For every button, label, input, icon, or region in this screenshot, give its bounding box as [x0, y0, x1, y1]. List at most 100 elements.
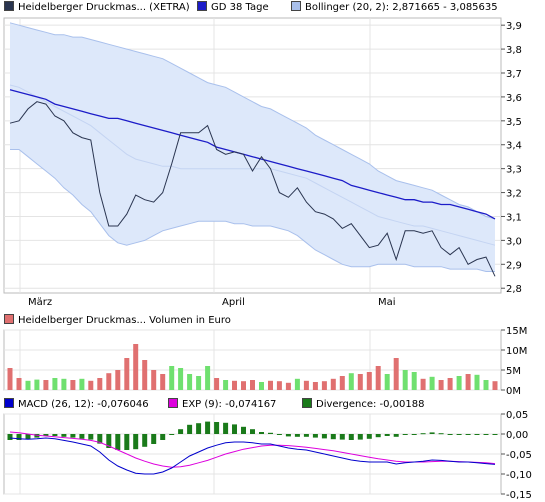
legend-exp: EXP (9): -0,074167	[168, 398, 276, 412]
divergence-bar	[492, 434, 498, 435]
divergence-bar	[375, 434, 381, 438]
volume-bar	[16, 378, 22, 390]
volume-bar	[402, 370, 408, 390]
price-ytick-label: 3,9	[506, 21, 522, 32]
volume-bar	[52, 378, 58, 390]
volume-bar	[232, 380, 237, 390]
divergence-bar	[214, 422, 220, 434]
divergence-bar	[223, 422, 229, 434]
divergence-bar	[205, 421, 211, 434]
price-xtick-label: Mai	[378, 297, 396, 308]
price-ytick-label: 3,5	[506, 117, 522, 128]
volume-bar	[34, 379, 40, 390]
divergence-bar	[232, 424, 237, 434]
volume-bar	[303, 380, 309, 390]
volume-bar	[420, 378, 426, 390]
divergence-bar	[43, 434, 49, 436]
divergence-bar	[393, 434, 399, 437]
divergence-bar	[483, 434, 489, 435]
volume-bar	[393, 358, 399, 390]
divergence-bar	[357, 434, 363, 440]
volume-bar	[321, 381, 327, 390]
volume-bar	[115, 370, 121, 390]
price-ytick-label: 2,8	[506, 284, 522, 295]
price-xtick-label: April	[222, 297, 245, 308]
macd-ytick-label: -0,10	[506, 470, 532, 481]
volume-bar	[241, 381, 246, 390]
legend-gd38-swatch	[197, 1, 207, 11]
divergence-bar	[312, 434, 318, 438]
macd-ytick-label: 0,00	[506, 430, 528, 441]
divergence-bar	[465, 434, 471, 435]
divergence-bar	[34, 434, 40, 438]
divergence-bar	[250, 429, 255, 434]
divergence-bar	[411, 434, 417, 435]
volume-bar	[70, 380, 76, 390]
divergence-bar	[61, 434, 67, 437]
divergence-bar	[187, 424, 193, 434]
macd-line	[9, 437, 496, 475]
volume-bar	[447, 378, 453, 390]
divergence-bar	[402, 434, 408, 435]
price-ytick-label: 3,0	[506, 236, 522, 247]
legend-macd-label: MACD (26, 12): -0,076046	[18, 399, 149, 410]
volume-bar	[492, 381, 498, 390]
divergence-bar	[348, 434, 354, 440]
divergence-bar	[70, 434, 76, 438]
volume-bar	[133, 344, 139, 390]
legend-exp-swatch	[168, 398, 178, 408]
legend-volume-label: Heidelberger Druckmas... Volumen in Euro	[18, 315, 231, 326]
legend-macd-swatch	[4, 398, 14, 408]
legend-macd: MACD (26, 12): -0,076046	[4, 398, 149, 412]
volume-bar	[465, 374, 471, 390]
volume-bar	[61, 378, 67, 390]
volume-bar	[411, 372, 417, 390]
price-ytick-label: 3,1	[506, 212, 522, 223]
macd-ytick-label: -0,05	[506, 450, 532, 461]
legend-volume-swatch	[4, 314, 14, 324]
divergence-bar	[276, 434, 282, 435]
volume-bar	[7, 368, 13, 390]
legend-divergence: Divergence: -0,00188	[302, 398, 424, 412]
legend-price: Heidelberger Druckmas... (XETRA)	[4, 1, 190, 15]
divergence-bar	[133, 434, 139, 450]
volume-bar	[375, 366, 381, 390]
divergence-bar	[142, 434, 148, 447]
volume-bar	[97, 378, 103, 390]
divergence-bar	[285, 434, 291, 437]
volume-bar	[142, 360, 148, 390]
macd-ytick-label: 0,05	[506, 410, 528, 421]
volume-bar	[474, 374, 480, 390]
divergence-bar	[339, 434, 345, 440]
divergence-bar	[151, 434, 157, 444]
bollinger-lower-line	[10, 149, 495, 272]
price-line	[9, 101, 496, 277]
price-ytick-label: 3,3	[506, 165, 522, 176]
volume-ytick-label: 5M	[506, 366, 521, 377]
divergence-bar	[259, 432, 264, 434]
divergence-bar	[25, 434, 31, 440]
legend-volume: Heidelberger Druckmas... Volumen in Euro	[4, 314, 231, 328]
volume-bar	[79, 378, 85, 390]
volume-bar	[456, 376, 462, 390]
legend-price-label: Heidelberger Druckmas... (XETRA)	[18, 2, 190, 13]
legend-price-swatch	[4, 1, 14, 11]
volume-bar	[25, 380, 31, 390]
divergence-bar	[366, 434, 372, 439]
divergence-bar	[106, 434, 112, 448]
volume-bar	[250, 380, 255, 390]
divergence-bar	[52, 434, 58, 436]
price-ytick-label: 2,9	[506, 260, 522, 271]
divergence-bar	[330, 434, 336, 440]
price-ytick-label: 3,4	[506, 141, 522, 152]
price-xtick-label: März	[28, 297, 52, 308]
volume-bar	[106, 373, 112, 390]
legend-bollinger-label: Bollinger (20, 2): 2,871665 - 3,085635	[305, 2, 498, 13]
volume-bar	[312, 382, 318, 390]
divergence-bar	[447, 434, 453, 435]
volume-bar	[178, 368, 184, 390]
divergence-bar	[88, 434, 94, 440]
volume-ytick-label: 15M	[506, 326, 527, 337]
volume-bar	[268, 380, 273, 390]
divergence-bar	[268, 432, 273, 434]
